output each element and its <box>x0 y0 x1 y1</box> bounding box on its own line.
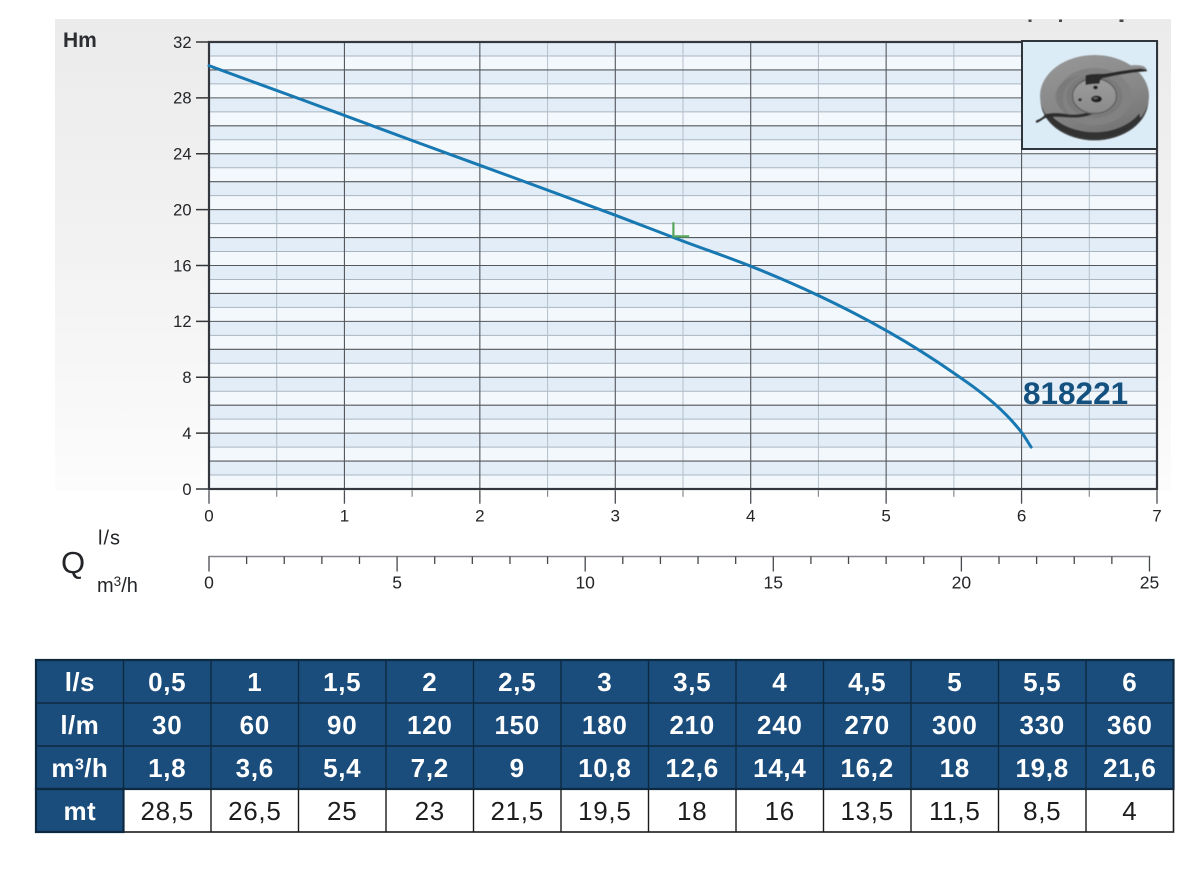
svg-text:3: 3 <box>611 507 620 526</box>
svg-text:23: 23 <box>415 796 445 826</box>
svg-text:4: 4 <box>772 667 787 697</box>
svg-text:10,8: 10,8 <box>578 753 631 783</box>
svg-text:10: 10 <box>575 573 595 593</box>
svg-text:0: 0 <box>204 507 213 526</box>
svg-text:m3/h: m3/h <box>97 574 138 597</box>
svg-text:150: 150 <box>494 710 539 740</box>
svg-text:1: 1 <box>340 507 349 526</box>
svg-text:21,5: 21,5 <box>490 796 543 826</box>
svg-text:5: 5 <box>947 667 962 697</box>
svg-text:11,5: 11,5 <box>929 796 980 826</box>
svg-text:270: 270 <box>844 710 889 740</box>
svg-text:1: 1 <box>247 667 262 697</box>
svg-text:4: 4 <box>182 425 191 443</box>
svg-text:2,5: 2,5 <box>498 667 536 697</box>
svg-text:5,5: 5,5 <box>1023 667 1061 697</box>
svg-text:mt: mt <box>64 796 97 826</box>
svg-text:210: 210 <box>669 710 714 740</box>
svg-text:28,5: 28,5 <box>140 796 193 826</box>
svg-text:3: 3 <box>597 667 612 697</box>
svg-text:300: 300 <box>932 710 977 740</box>
svg-text:4: 4 <box>1122 796 1137 826</box>
svg-text:16: 16 <box>765 796 795 826</box>
svg-text:16: 16 <box>173 257 191 275</box>
svg-text:1,5: 1,5 <box>323 667 361 697</box>
svg-text:330: 330 <box>1019 710 1064 740</box>
svg-text:818221: 818221 <box>1023 375 1128 411</box>
svg-text:0,5: 0,5 <box>148 667 186 697</box>
svg-text:l/m: l/m <box>60 710 99 740</box>
svg-text:l/s: l/s <box>65 667 95 697</box>
svg-text:3,6: 3,6 <box>236 753 274 783</box>
svg-text:12,6: 12,6 <box>665 753 718 783</box>
svg-text:19,5: 19,5 <box>578 796 631 826</box>
svg-text:32: 32 <box>173 34 191 52</box>
svg-text:l/s: l/s <box>98 528 121 550</box>
svg-text:19,8: 19,8 <box>1015 753 1068 783</box>
svg-text:20: 20 <box>173 201 191 219</box>
svg-text:8,5: 8,5 <box>1023 796 1061 826</box>
svg-text:180: 180 <box>582 710 627 740</box>
svg-text:16,2: 16,2 <box>840 753 893 783</box>
svg-text:1,8: 1,8 <box>148 753 186 783</box>
svg-text:26,5: 26,5 <box>228 796 281 826</box>
svg-text:25: 25 <box>327 796 357 826</box>
svg-text:Q: Q <box>61 545 85 580</box>
svg-text:Hm: Hm <box>63 29 97 52</box>
svg-text:4,5: 4,5 <box>848 667 886 697</box>
svg-text:4: 4 <box>746 507 755 526</box>
svg-text:24: 24 <box>173 146 191 164</box>
svg-text:5,4: 5,4 <box>323 753 361 783</box>
svg-text:7: 7 <box>1152 507 1161 526</box>
svg-text:6: 6 <box>1017 507 1026 526</box>
svg-text:0: 0 <box>182 481 191 499</box>
svg-text:14,4: 14,4 <box>753 753 806 783</box>
svg-text:7,2: 7,2 <box>411 753 449 783</box>
svg-text:25: 25 <box>1140 573 1159 593</box>
svg-text:8: 8 <box>182 369 191 387</box>
svg-text:18: 18 <box>940 753 970 783</box>
svg-text:240: 240 <box>757 710 802 740</box>
svg-text:6: 6 <box>1122 667 1137 697</box>
svg-text:2: 2 <box>422 667 437 697</box>
svg-text:60: 60 <box>240 710 270 740</box>
svg-text:2: 2 <box>475 507 484 526</box>
svg-text:90: 90 <box>327 710 357 740</box>
svg-text:12: 12 <box>173 313 191 331</box>
svg-text:5: 5 <box>392 573 402 593</box>
svg-text:3,5: 3,5 <box>673 667 711 697</box>
svg-text:18: 18 <box>677 796 707 826</box>
svg-text:360: 360 <box>1107 710 1152 740</box>
svg-text:13,5: 13,5 <box>840 796 893 826</box>
svg-text:28: 28 <box>173 90 191 108</box>
svg-text:30: 30 <box>152 710 182 740</box>
svg-text:5: 5 <box>881 507 890 526</box>
svg-text:0: 0 <box>204 573 214 593</box>
svg-text:120: 120 <box>407 710 452 740</box>
svg-text:9: 9 <box>510 753 525 783</box>
svg-text:20: 20 <box>952 573 972 593</box>
svg-text:21,6: 21,6 <box>1103 753 1156 783</box>
svg-text:15: 15 <box>764 573 783 593</box>
